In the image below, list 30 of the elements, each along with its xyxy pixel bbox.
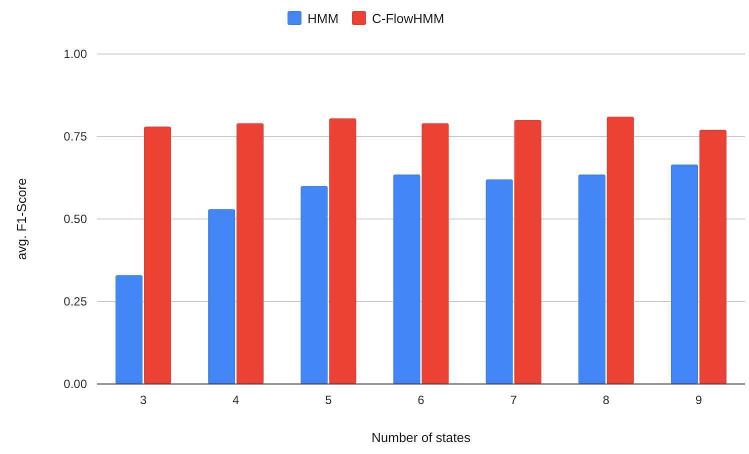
bar xyxy=(514,120,542,384)
x-tick-label: 6 xyxy=(418,393,425,407)
bar xyxy=(144,126,172,384)
x-tick-label: 9 xyxy=(695,393,702,407)
bar xyxy=(422,123,449,384)
bar xyxy=(329,118,356,384)
x-tick-label: 3 xyxy=(140,393,147,407)
y-axis-title: avg. F1-Score xyxy=(14,178,29,260)
bar xyxy=(116,275,143,384)
bar xyxy=(486,179,513,384)
bar xyxy=(699,130,726,384)
y-tick-label: 0.75 xyxy=(64,130,88,144)
x-axis-title: Number of states xyxy=(372,430,471,445)
bar xyxy=(670,164,698,384)
bar xyxy=(300,186,328,384)
legend-label: C-FlowHMM xyxy=(372,11,444,26)
x-tick-label: 7 xyxy=(510,393,518,407)
legend-label: HMM xyxy=(308,11,339,26)
y-tick-label: 1.00 xyxy=(64,47,88,61)
y-tick-label: 0.50 xyxy=(64,212,88,226)
bar xyxy=(236,123,264,384)
bar xyxy=(578,174,606,384)
x-tick-label: 5 xyxy=(325,393,332,407)
bar xyxy=(606,116,634,384)
x-tick-label: 4 xyxy=(232,393,240,407)
bar xyxy=(393,174,420,384)
y-tick-label: 0.25 xyxy=(64,294,88,308)
x-tick-label: 8 xyxy=(602,393,610,407)
y-tick-label: 0.00 xyxy=(64,377,88,391)
bar xyxy=(208,209,236,384)
